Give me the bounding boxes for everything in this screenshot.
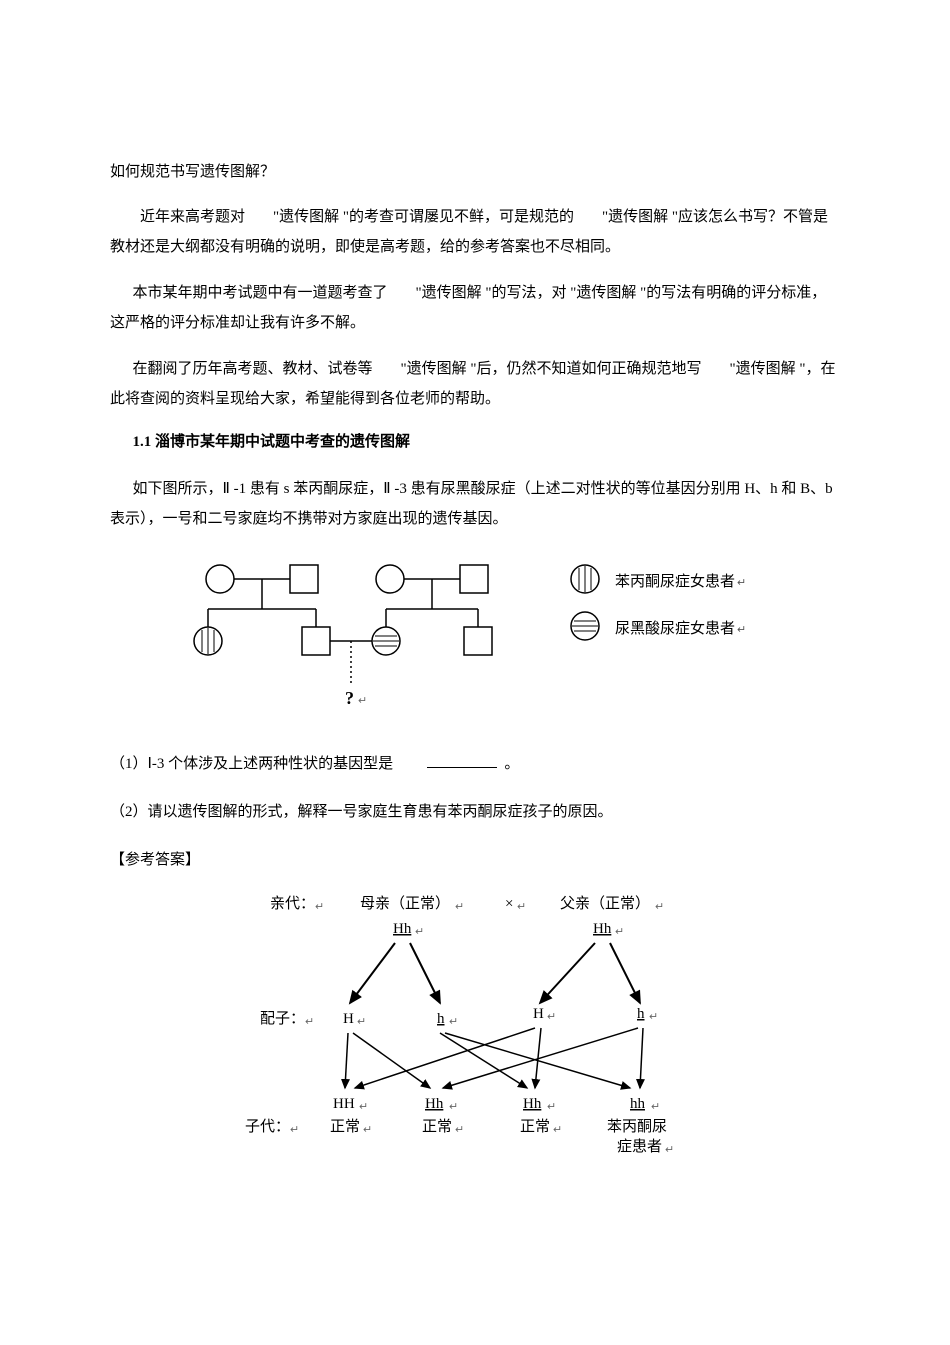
- svg-text:↵: ↵: [547, 1011, 556, 1023]
- title: 如何规范书写遗传图解？: [110, 160, 840, 184]
- off-pheno-1: 正常: [330, 1118, 360, 1135]
- svg-text:↵: ↵: [655, 901, 664, 913]
- para-3: 在翻阅了历年高考题、教材、试卷等"遗传图解 "后，仍然不知道如何正确规范地写"遗…: [110, 354, 840, 414]
- svg-text:↵: ↵: [305, 1016, 314, 1028]
- para-2: 本市某年期中考试题中有一道题考查了"遗传图解 "的写法，对 "遗传图解 "的写法…: [110, 278, 840, 338]
- question-2: （2）请以遗传图解的形式，解释一号家庭生育患有苯丙酮尿症孩子的原因。: [110, 800, 840, 824]
- svg-text:↵: ↵: [363, 1124, 372, 1136]
- svg-text:↵: ↵: [358, 695, 367, 707]
- cross-symbol: ×: [505, 896, 513, 912]
- gen2-f1-male: [302, 627, 330, 655]
- gamete-f-H: H: [533, 1006, 544, 1022]
- svg-text:↵: ↵: [553, 1124, 562, 1136]
- svg-text:↵: ↵: [315, 901, 324, 913]
- gen1-f2-male: [460, 565, 488, 593]
- svg-text:↵: ↵: [455, 1124, 464, 1136]
- off-hh: hh: [630, 1096, 646, 1112]
- mother-label: 母亲（正常）: [360, 895, 450, 912]
- off-pheno-2: 正常: [422, 1118, 452, 1135]
- answer-label: 【参考答案】: [110, 848, 840, 872]
- p1b: "遗传图解 "的考查可谓屡见不鲜，可是规范的: [273, 209, 574, 225]
- svg-text:↵: ↵: [665, 1144, 674, 1156]
- gamete-m-H: H: [343, 1011, 354, 1027]
- heading-1-1: 1.1 淄博市某年期中试题中考查的遗传图解: [110, 430, 840, 454]
- gamete-f-h: h: [637, 1006, 645, 1022]
- svg-text:↵: ↵: [649, 1011, 658, 1023]
- gen1-f1-male: [290, 565, 318, 593]
- gamete-label: 配子：: [260, 1010, 305, 1027]
- legend-alkap-label: 尿黑酸尿症女患者↵: [615, 617, 746, 641]
- mother-genotype: Hh: [393, 921, 412, 937]
- svg-text:↵: ↵: [415, 926, 424, 938]
- off-pheno-3: 正常: [520, 1118, 550, 1135]
- svg-text:↵: ↵: [359, 1101, 368, 1113]
- svg-text:↵: ↵: [547, 1101, 556, 1113]
- father-genotype: Hh: [593, 921, 612, 937]
- gen1-f2-female: [376, 565, 404, 593]
- svg-text:↵: ↵: [290, 1124, 299, 1136]
- question-mark: ?: [345, 688, 354, 708]
- p3b: "遗传图解 "后，仍然不知道如何正确规范地写: [401, 361, 702, 377]
- gen2-f2-male: [464, 627, 492, 655]
- svg-text:↵: ↵: [449, 1101, 458, 1113]
- p1a: 近年来高考题对: [140, 209, 245, 225]
- off-Hh-2: Hh: [523, 1096, 542, 1112]
- question-1: （1）Ⅰ-3 个体涉及上述两种性状的基因型是 。: [110, 752, 840, 776]
- svg-text:↵: ↵: [651, 1101, 660, 1113]
- svg-text:↵: ↵: [455, 901, 464, 913]
- off-pheno-4-l2: 症患者: [617, 1138, 662, 1155]
- svg-text:↵: ↵: [615, 926, 624, 938]
- q1-prefix: （1）Ⅰ-3 个体涉及上述两种性状的基因型是: [110, 756, 393, 772]
- problem-statement: 如下图所示，Ⅱ -1 患有 s 苯丙酮尿症，Ⅱ -3 患有尿黑酸尿症（上述二对性…: [110, 474, 840, 534]
- legend-phenyl-label: 苯丙酮尿症女患者↵: [615, 570, 746, 594]
- off-pheno-4-l1: 苯丙酮尿: [607, 1118, 667, 1135]
- offspring-label: 子代：: [245, 1118, 290, 1135]
- svg-text:↵: ↵: [357, 1016, 366, 1028]
- off-Hh-1: Hh: [425, 1096, 444, 1112]
- svg-text:↵: ↵: [517, 901, 526, 913]
- blank-line: [427, 767, 497, 768]
- gen1-f1-female: [206, 565, 234, 593]
- parent-label: 亲代：: [270, 895, 315, 912]
- off-HH: HH: [333, 1096, 355, 1112]
- gamete-m-h: h: [437, 1011, 445, 1027]
- p2a: 本市某年期中考试题中有一道题考查了: [133, 285, 388, 301]
- q1-suffix: 。: [504, 756, 519, 772]
- p3a: 在翻阅了历年高考题、教材、试卷等: [133, 361, 373, 377]
- father-label: 父亲（正常）: [560, 895, 650, 912]
- pedigree-diagram: ? ↵ 苯丙酮尿症女患者↵ 尿黑酸尿症女患者↵: [190, 554, 760, 722]
- genetic-cross-diagram: 亲代： ↵ 母亲（正常） ↵ × ↵ 父亲（正常） ↵ Hh ↵ Hh ↵ 配子…: [215, 888, 735, 1166]
- para-1: 近年来高考题对"遗传图解 "的考查可谓屡见不鲜，可是规范的"遗传图解 "应该怎么…: [110, 202, 840, 262]
- svg-text:↵: ↵: [449, 1016, 458, 1028]
